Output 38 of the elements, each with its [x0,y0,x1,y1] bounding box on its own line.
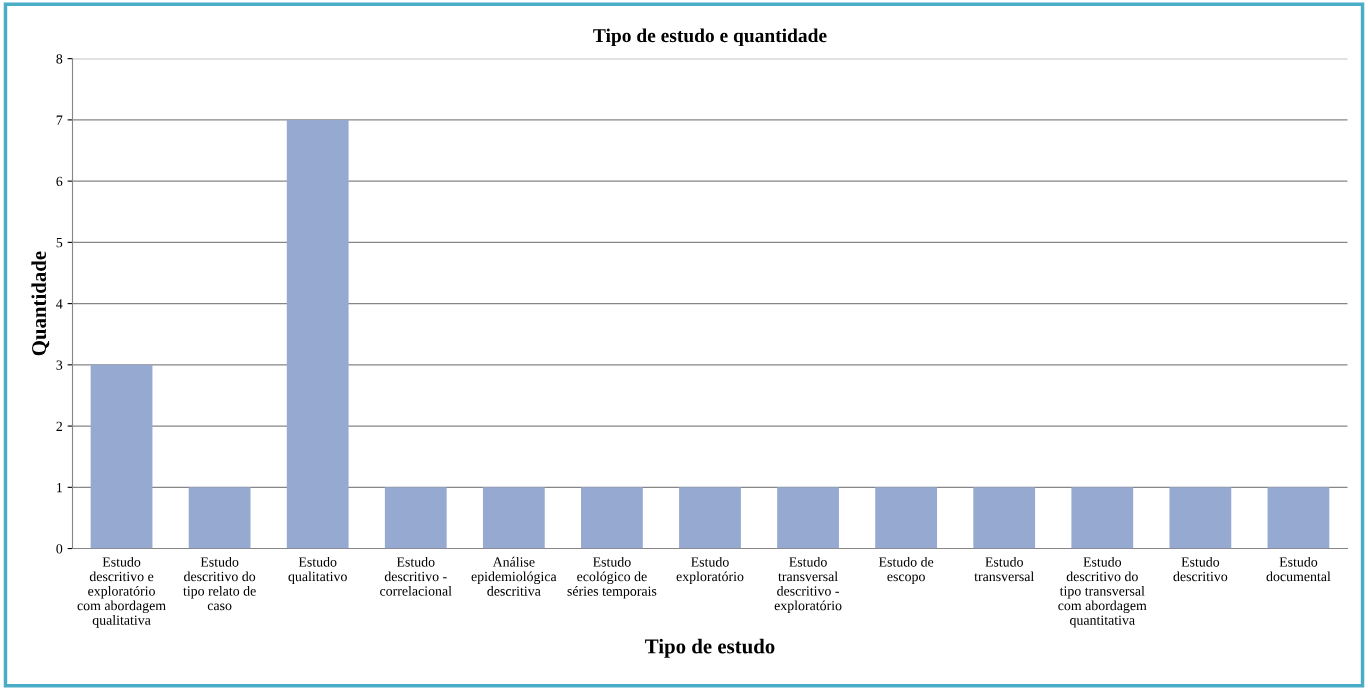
bar [875,487,938,549]
bar [1267,487,1330,549]
bar [384,487,447,549]
x-tick-label: Estudo de escopo [878,556,934,584]
y-tick-label: 6 [56,176,63,187]
bar [482,487,545,549]
x-tick-label: Estudo documental [1266,556,1331,582]
x-tick-label: Estudo ecológico de séries temporais [567,556,657,599]
x-tick-label: Estudo exploratório [676,556,744,585]
bar [188,487,251,549]
x-tick-label: Estudo descritivo [1173,556,1228,582]
chart-title: Tipo de estudo e quantidade [593,28,827,47]
y-tick-label: 4 [56,299,63,309]
x-tick-label: Análise epidemiológica descritiva [471,556,557,596]
bar [90,364,153,549]
bar [679,487,741,549]
bar [581,487,643,549]
x-tick-label: Estudo transversal [974,556,1035,582]
x-tick-label: Estudo qualitativo [288,556,347,584]
y-tick-label: 5 [56,238,63,248]
y-tick-label: 7 [56,115,63,125]
y-tick-label: 1 [57,482,62,493]
bar [777,487,839,549]
bar [973,487,1036,549]
bar [286,119,349,549]
y-axis-title: Quantidade [31,251,50,356]
y-tick-label: 0 [56,544,63,554]
y-tick-label: 8 [56,54,63,64]
x-axis-title: Tipo de estudo [645,638,775,658]
x-tick-label: Estudo descritivo do tipo transversal com abordagem quantitativa [1058,556,1147,628]
x-tick-label: Estudo descritivo - correlacional [380,556,452,596]
y-tick-label: 2 [56,421,63,431]
bar [1169,487,1232,549]
y-tick-label: 3 [56,360,63,370]
x-tick-label: Estudo transversal descritivo - exploratório [774,556,842,614]
x-tick-label: Estudo descritivo do tipo relato de caso [183,556,256,611]
x-tick-label: Estudo descritivo e exploratório com abordagem qualitativa [77,556,166,628]
bar [1071,487,1134,549]
